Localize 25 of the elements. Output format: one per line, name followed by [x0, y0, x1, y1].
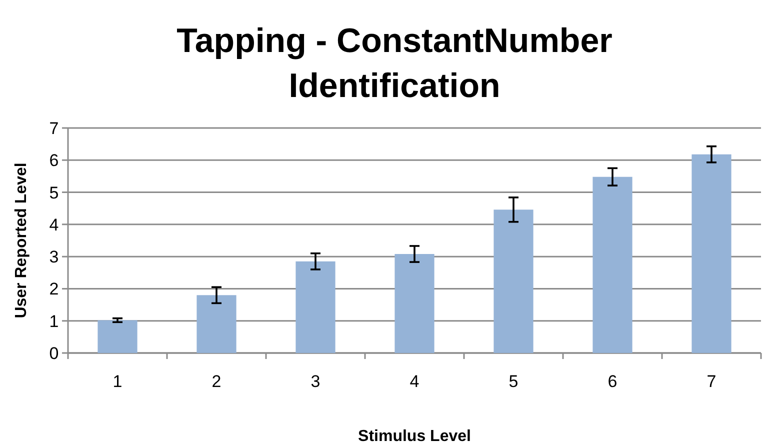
bar: [196, 295, 236, 353]
bar: [494, 210, 534, 353]
x-tick-label: 7: [706, 372, 716, 391]
x-tick-label: 5: [508, 372, 518, 391]
x-tick-label: 1: [112, 372, 122, 391]
x-tick-label: 3: [310, 372, 320, 391]
x-tick-label: 2: [212, 372, 222, 391]
y-tick-label: 0: [49, 344, 59, 363]
x-tick-label: 4: [410, 372, 420, 391]
y-tick-label: 7: [49, 119, 59, 138]
chart-title: Tapping - ConstantNumber Identification: [176, 22, 612, 105]
y-tick-label: 5: [49, 183, 59, 202]
x-tick-label: 6: [608, 372, 618, 391]
y-tick-label: 6: [49, 151, 59, 170]
y-tick-label: 4: [49, 215, 59, 234]
y-tick-label: 3: [49, 248, 59, 267]
y-tick-label: 1: [49, 312, 59, 331]
bar: [296, 261, 336, 353]
bar: [98, 320, 138, 353]
bar: [592, 176, 632, 353]
y-tick-label: 2: [49, 280, 59, 299]
bar: [692, 154, 732, 353]
x-axis-title: Stimulus Level: [358, 428, 471, 445]
bar: [394, 254, 434, 353]
y-axis-title: User Reported Level: [13, 162, 30, 318]
